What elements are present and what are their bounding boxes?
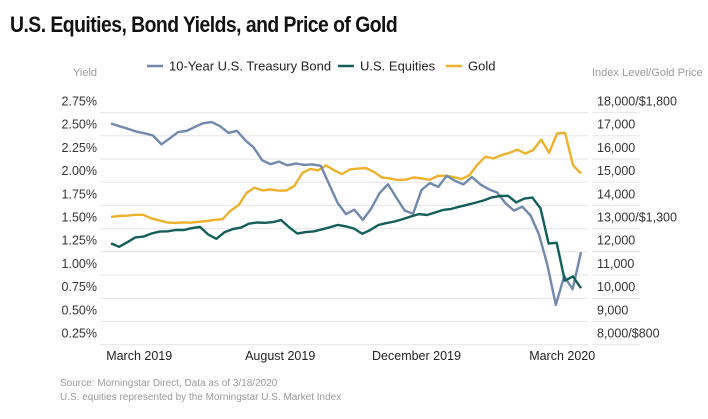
left-tick-label: 0.25% [62, 327, 97, 341]
left-tick-label: 2.75% [62, 95, 97, 109]
bond-yield-line [110, 120, 583, 307]
x-tick-label: December 2019 [372, 349, 461, 363]
legend-label: Gold [468, 59, 495, 74]
right-tick-label: 10,000 [597, 280, 635, 294]
right-tick-label: 8,000/$800 [597, 327, 660, 341]
right-tick-label: 17,000 [597, 118, 635, 132]
x-tick-label: March 2019 [106, 349, 172, 363]
series-lines [110, 120, 583, 307]
right-tick-label: 18,000/$1,800 [597, 95, 677, 109]
x-tick-label: March 2020 [529, 349, 595, 363]
right-tick-label: 16,000 [597, 141, 635, 155]
legend-label: U.S. Equities [360, 59, 436, 74]
left-axis-title: Yield [73, 67, 97, 79]
left-tick-label: 2.25% [62, 141, 97, 155]
gold-line [110, 131, 582, 225]
left-tick-label: 0.50% [62, 303, 97, 317]
gridlines [100, 112, 640, 346]
legend-label: 10-Year U.S. Treasury Bond [169, 59, 331, 74]
x-axis-ticks: March 2019 August 2019 December 2019 March … [106, 349, 595, 363]
right-tick-label: 12,000 [597, 234, 635, 248]
left-tick-label: 1.75% [62, 187, 97, 201]
left-tick-label: 1.00% [62, 257, 97, 271]
left-tick-label: 1.50% [62, 211, 97, 225]
left-tick-label: 2.00% [62, 164, 97, 178]
right-tick-label: 13,000/$1,300 [597, 211, 677, 225]
equities-line [110, 194, 582, 289]
right-tick-label: 11,000 [597, 257, 634, 271]
chart-title: U.S. Equities, Bond Yields, and Price of… [10, 12, 398, 37]
right-tick-label: 14,000 [597, 187, 635, 201]
left-tick-label: 0.75% [62, 280, 97, 294]
right-tick-label: 15,000 [597, 164, 635, 178]
source-note: Source: Morningstar Direct, Data as of 3… [60, 378, 278, 389]
left-tick-label: 1.25% [62, 234, 97, 248]
legend: 10-Year U.S. Treasury Bond U.S. Equities G… [147, 59, 495, 74]
left-tick-label: 2.50% [62, 118, 97, 132]
index-note: U.S. equities represented by the Morning… [60, 392, 342, 403]
right-tick-label: 9,000 [597, 303, 628, 317]
left-axis-ticks: 2.75% 2.50% 2.25% 2.00% 1.75% 1.50% 1.25% 1.00%… [62, 95, 97, 341]
x-tick-label: August 2019 [245, 349, 315, 363]
right-axis-ticks: 18,000/$1,800 17,000 16,000 15,000 14,000 13,… [597, 95, 677, 341]
right-axis-title: Index Level/Gold Price [592, 67, 703, 79]
